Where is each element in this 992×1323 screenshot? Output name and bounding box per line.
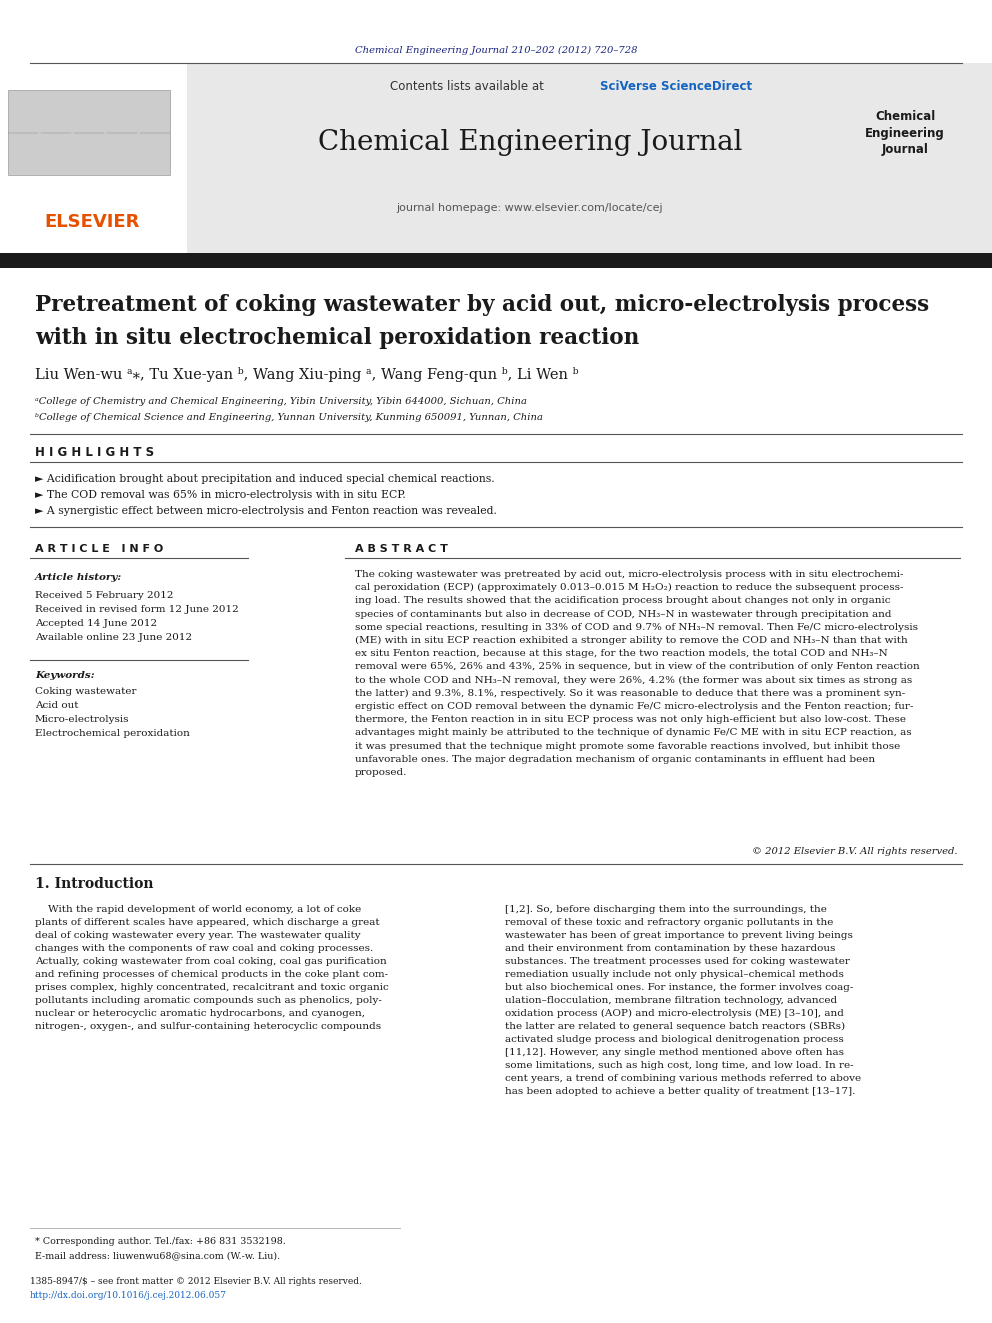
Text: E-mail address: liuwenwu68@sina.com (W.-w. Liu).: E-mail address: liuwenwu68@sina.com (W.-… bbox=[35, 1252, 280, 1261]
Text: Acid out: Acid out bbox=[35, 701, 78, 710]
Text: ex situ Fenton reaction, because at this stage, for the two reaction models, the: ex situ Fenton reaction, because at this… bbox=[355, 650, 888, 659]
Text: remediation usually include not only physical–chemical methods: remediation usually include not only phy… bbox=[505, 970, 844, 979]
Text: SciVerse ScienceDirect: SciVerse ScienceDirect bbox=[600, 79, 752, 93]
Text: cal peroxidation (ECP) (approximately 0.013–0.015 M H₂O₂) reaction to reduce the: cal peroxidation (ECP) (approximately 0.… bbox=[355, 583, 904, 593]
Text: Contents lists available at: Contents lists available at bbox=[390, 79, 548, 93]
Text: ing load. The results showed that the acidification process brought about change: ing load. The results showed that the ac… bbox=[355, 597, 891, 606]
Text: has been adopted to achieve a better quality of treatment [13–17].: has been adopted to achieve a better qua… bbox=[505, 1088, 855, 1095]
Text: H I G H L I G H T S: H I G H L I G H T S bbox=[35, 446, 154, 459]
Text: some limitations, such as high cost, long time, and low load. In re-: some limitations, such as high cost, lon… bbox=[505, 1061, 854, 1070]
Text: prises complex, highly concentrated, recalcitrant and toxic organic: prises complex, highly concentrated, rec… bbox=[35, 983, 389, 992]
Text: Micro-electrolysis: Micro-electrolysis bbox=[35, 716, 130, 725]
Text: pollutants including aromatic compounds such as phenolics, poly-: pollutants including aromatic compounds … bbox=[35, 996, 382, 1005]
Text: with in situ electrochemical peroxidation reaction: with in situ electrochemical peroxidatio… bbox=[35, 327, 639, 349]
Text: plants of different scales have appeared, which discharge a great: plants of different scales have appeared… bbox=[35, 918, 380, 927]
Text: unfavorable ones. The major degradation mechanism of organic contaminants in eff: unfavorable ones. The major degradation … bbox=[355, 755, 875, 763]
Text: species of contaminants but also in decrease of COD, NH₃–N in wastewater through: species of contaminants but also in decr… bbox=[355, 610, 892, 619]
Bar bbox=[0, 64, 187, 255]
Text: Keywords:: Keywords: bbox=[35, 671, 94, 680]
Text: ᵇCollege of Chemical Science and Engineering, Yunnan University, Kunming 650091,: ᵇCollege of Chemical Science and Enginee… bbox=[35, 413, 543, 422]
Text: and their environment from contamination by these hazardous: and their environment from contamination… bbox=[505, 945, 835, 953]
Text: journal homepage: www.elsevier.com/locate/cej: journal homepage: www.elsevier.com/locat… bbox=[397, 202, 664, 213]
Text: [1,2]. So, before discharging them into the surroundings, the: [1,2]. So, before discharging them into … bbox=[505, 905, 827, 914]
Text: ulation–flocculation, membrane filtration technology, advanced: ulation–flocculation, membrane filtratio… bbox=[505, 996, 837, 1005]
Text: Accepted 14 June 2012: Accepted 14 June 2012 bbox=[35, 618, 157, 627]
Text: (ME) with in situ ECP reaction exhibited a stronger ability to remove the COD an: (ME) with in situ ECP reaction exhibited… bbox=[355, 636, 908, 646]
Text: proposed.: proposed. bbox=[355, 767, 408, 777]
Text: Coking wastewater: Coking wastewater bbox=[35, 688, 137, 696]
Text: Chemical Engineering Journal: Chemical Engineering Journal bbox=[317, 130, 742, 156]
Text: oxidation process (AOP) and micro-electrolysis (ME) [3–10], and: oxidation process (AOP) and micro-electr… bbox=[505, 1009, 844, 1019]
Text: Article history:: Article history: bbox=[35, 573, 122, 582]
Text: Chemical Engineering Journal 210–202 (2012) 720–728: Chemical Engineering Journal 210–202 (20… bbox=[355, 45, 637, 54]
Text: advantages might mainly be attributed to the technique of dynamic Fe/C ME with i: advantages might mainly be attributed to… bbox=[355, 729, 912, 737]
Text: to the whole COD and NH₃–N removal, they were 26%, 4.2% (the former was about si: to the whole COD and NH₃–N removal, they… bbox=[355, 676, 913, 685]
Text: Liu Wen-wu ᵃ⁎, Tu Xue-yan ᵇ, Wang Xiu-ping ᵃ, Wang Feng-qun ᵇ, Li Wen ᵇ: Liu Wen-wu ᵃ⁎, Tu Xue-yan ᵇ, Wang Xiu-pi… bbox=[35, 366, 578, 381]
Text: A R T I C L E   I N F O: A R T I C L E I N F O bbox=[35, 544, 164, 554]
Text: Actually, coking wastewater from coal coking, coal gas purification: Actually, coking wastewater from coal co… bbox=[35, 957, 387, 966]
Bar bbox=[0, 253, 992, 269]
Text: removal were 65%, 26% and 43%, 25% in sequence, but in view of the contribution : removal were 65%, 26% and 43%, 25% in se… bbox=[355, 663, 920, 671]
Bar bbox=[8, 90, 170, 175]
Text: Received 5 February 2012: Received 5 February 2012 bbox=[35, 590, 174, 599]
Text: ELSEVIER: ELSEVIER bbox=[45, 213, 140, 232]
Text: The coking wastewater was pretreated by acid out, micro-electrolysis process wit: The coking wastewater was pretreated by … bbox=[355, 570, 904, 579]
Text: cent years, a trend of combining various methods referred to above: cent years, a trend of combining various… bbox=[505, 1074, 861, 1084]
Text: With the rapid development of world economy, a lot of coke: With the rapid development of world econ… bbox=[35, 905, 361, 914]
Text: thermore, the Fenton reaction in in situ ECP process was not only high-efficient: thermore, the Fenton reaction in in situ… bbox=[355, 716, 906, 724]
Text: activated sludge process and biological denitrogenation process: activated sludge process and biological … bbox=[505, 1035, 844, 1044]
Text: http://dx.doi.org/10.1016/j.cej.2012.06.057: http://dx.doi.org/10.1016/j.cej.2012.06.… bbox=[30, 1291, 227, 1301]
Text: [11,12]. However, any single method mentioned above often has: [11,12]. However, any single method ment… bbox=[505, 1048, 844, 1057]
Text: it was presumed that the technique might promote some favorable reactions involv: it was presumed that the technique might… bbox=[355, 742, 901, 750]
Text: ► Acidification brought about precipitation and induced special chemical reactio: ► Acidification brought about precipitat… bbox=[35, 474, 495, 484]
Text: and refining processes of chemical products in the coke plant com-: and refining processes of chemical produ… bbox=[35, 970, 388, 979]
Text: deal of coking wastewater every year. The wastewater quality: deal of coking wastewater every year. Th… bbox=[35, 931, 361, 941]
Text: Available online 23 June 2012: Available online 23 June 2012 bbox=[35, 632, 192, 642]
Text: the latter are related to general sequence batch reactors (SBRs): the latter are related to general sequen… bbox=[505, 1021, 845, 1031]
Text: Received in revised form 12 June 2012: Received in revised form 12 June 2012 bbox=[35, 605, 239, 614]
Text: 1385-8947/$ – see front matter © 2012 Elsevier B.V. All rights reserved.: 1385-8947/$ – see front matter © 2012 El… bbox=[30, 1278, 362, 1286]
Text: ergistic effect on COD removal between the dynamic Fe/C micro-electrolysis and t: ergistic effect on COD removal between t… bbox=[355, 703, 914, 710]
Text: but also biochemical ones. For instance, the former involves coag-: but also biochemical ones. For instance,… bbox=[505, 983, 853, 992]
Text: * Corresponding author. Tel./fax: +86 831 3532198.: * Corresponding author. Tel./fax: +86 83… bbox=[35, 1237, 286, 1246]
Text: nuclear or heterocyclic aromatic hydrocarbons, and cyanogen,: nuclear or heterocyclic aromatic hydroca… bbox=[35, 1009, 365, 1017]
Text: ᵃCollege of Chemistry and Chemical Engineering, Yibin University, Yibin 644000, : ᵃCollege of Chemistry and Chemical Engin… bbox=[35, 397, 527, 406]
Text: removal of these toxic and refractory organic pollutants in the: removal of these toxic and refractory or… bbox=[505, 918, 833, 927]
Text: the latter) and 9.3%, 8.1%, respectively. So it was reasonable to deduce that th: the latter) and 9.3%, 8.1%, respectively… bbox=[355, 689, 906, 699]
Text: substances. The treatment processes used for coking wastewater: substances. The treatment processes used… bbox=[505, 957, 850, 966]
Text: ► The COD removal was 65% in micro-electrolysis with in situ ECP.: ► The COD removal was 65% in micro-elect… bbox=[35, 490, 406, 500]
Text: © 2012 Elsevier B.V. All rights reserved.: © 2012 Elsevier B.V. All rights reserved… bbox=[753, 848, 958, 856]
Text: some special reactions, resulting in 33% of COD and 9.7% of NH₃–N removal. Then : some special reactions, resulting in 33%… bbox=[355, 623, 918, 632]
Bar bbox=[0, 64, 992, 255]
Text: ► A synergistic effect between micro-electrolysis and Fenton reaction was reveal: ► A synergistic effect between micro-ele… bbox=[35, 505, 497, 516]
Text: changes with the components of raw coal and coking processes.: changes with the components of raw coal … bbox=[35, 945, 373, 953]
Text: wastewater has been of great importance to prevent living beings: wastewater has been of great importance … bbox=[505, 931, 853, 941]
Text: Electrochemical peroxidation: Electrochemical peroxidation bbox=[35, 729, 189, 738]
Text: nitrogen-, oxygen-, and sulfur-containing heterocyclic compounds: nitrogen-, oxygen-, and sulfur-containin… bbox=[35, 1021, 381, 1031]
Text: 1. Introduction: 1. Introduction bbox=[35, 877, 154, 890]
Text: A B S T R A C T: A B S T R A C T bbox=[355, 544, 447, 554]
Text: Pretreatment of coking wastewater by acid out, micro-electrolysis process: Pretreatment of coking wastewater by aci… bbox=[35, 294, 930, 316]
Text: Chemical
Engineering
Journal: Chemical Engineering Journal bbox=[865, 110, 944, 156]
